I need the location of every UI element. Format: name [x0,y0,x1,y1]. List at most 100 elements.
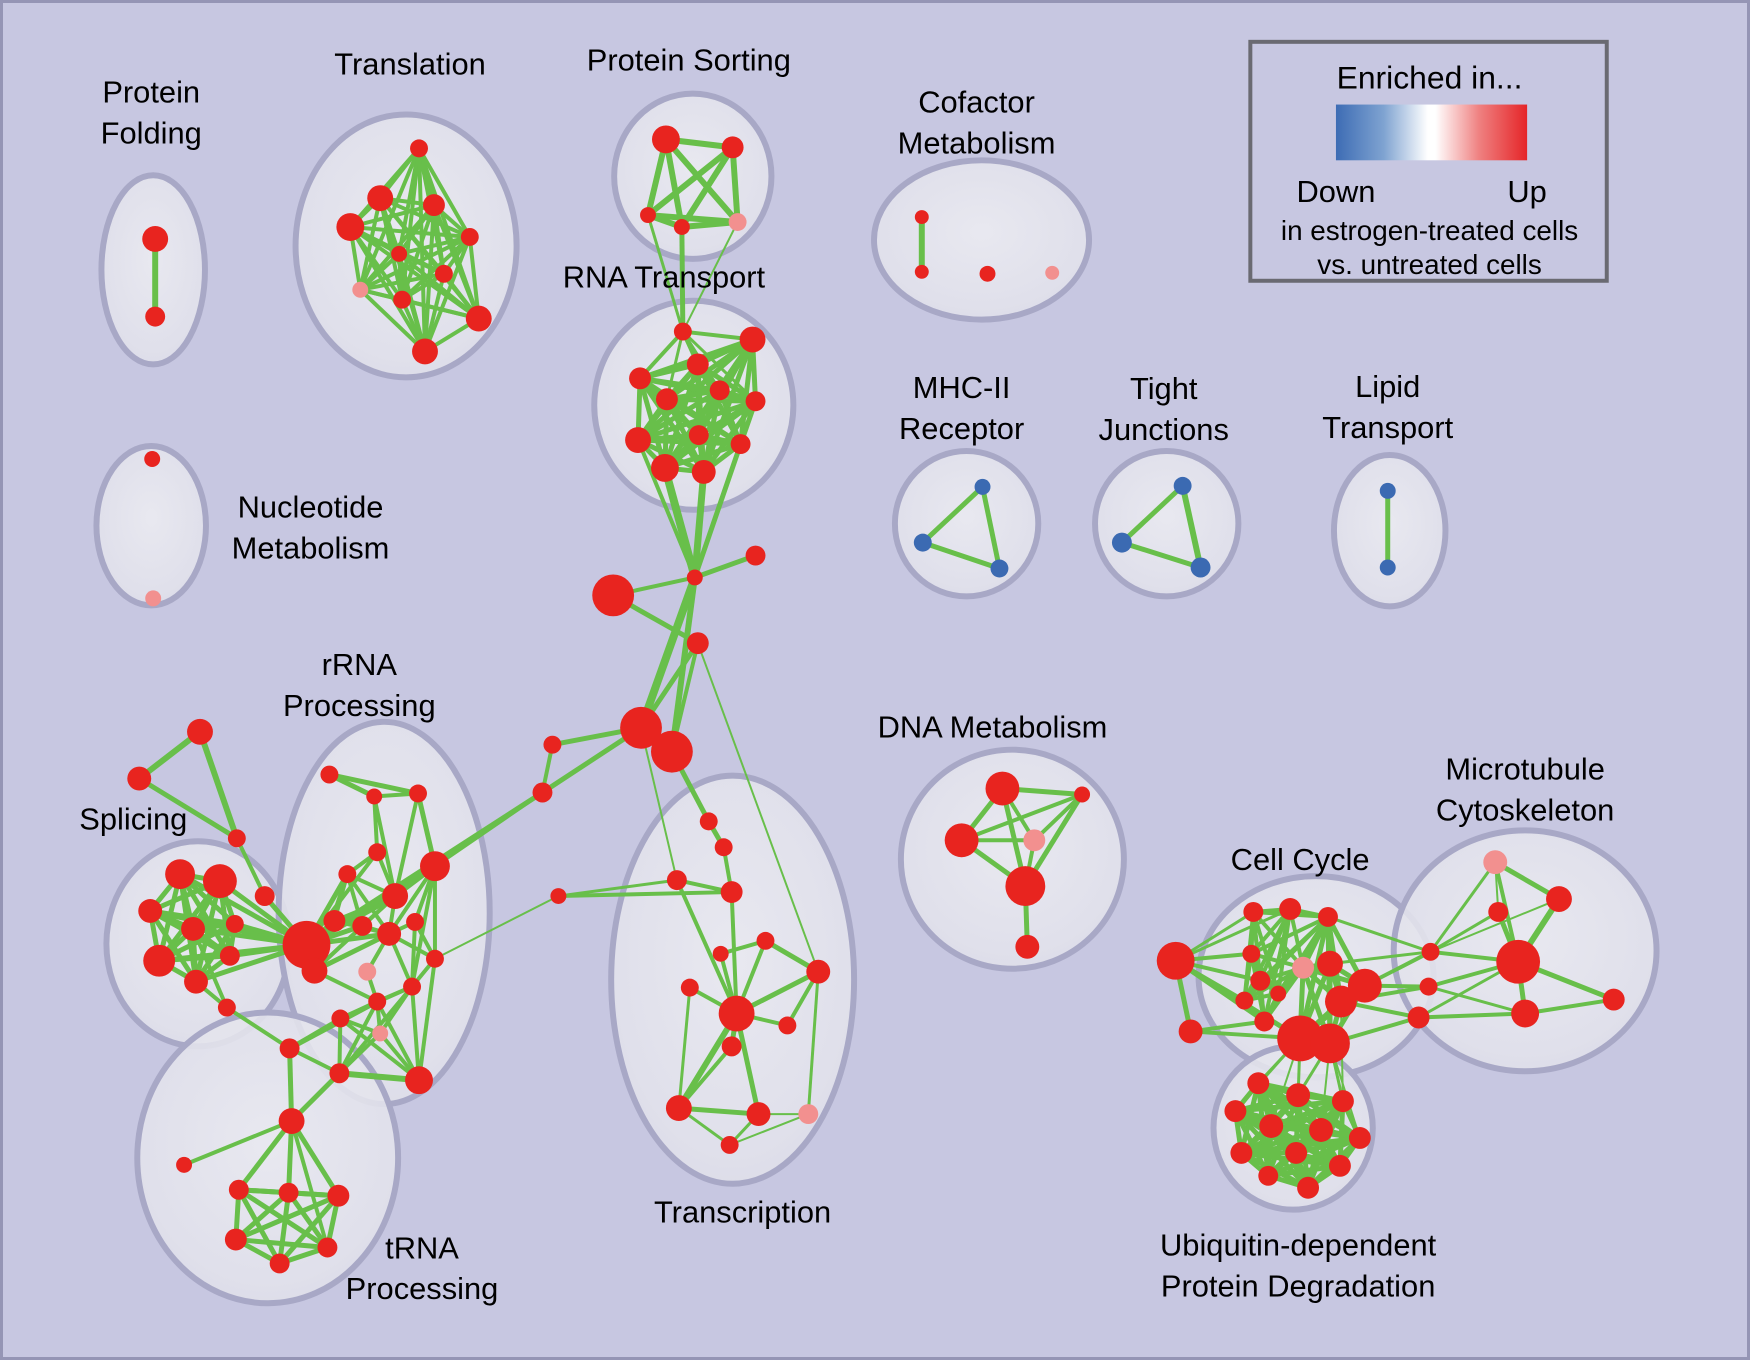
gene-set-node-cc14 [1279,898,1302,920]
legend-caption-line1: in estrogen-treated cells [1281,215,1578,246]
cluster-label-line: Translation [334,47,486,82]
edge [1327,915,1432,954]
edge [663,399,758,470]
edge [676,1011,740,1110]
cluster-label-line: Cell Cycle [1231,842,1370,877]
edge [729,1113,809,1146]
gene-set-node-tn6 [327,1184,350,1207]
cluster-label-line: Protein [102,75,200,110]
edge [235,1237,328,1250]
gene-set-node-ub6 [1348,1127,1371,1149]
edge [1251,911,1267,1022]
edge [289,1119,341,1198]
edge [637,398,757,443]
gene-set-node-ub7 [1230,1141,1253,1164]
edge [358,147,421,291]
gene-set-node-ps2 [640,207,656,224]
legend-up-label: Up [1507,174,1546,209]
gene-set-node-cna [1421,942,1440,961]
edge [636,439,697,579]
edge [1032,793,1084,842]
gene-set-node-lt0 [1379,482,1396,499]
enrichment-map-svg: Protein Folding Translation Protein Sorting… [79,39,1660,1306]
cluster-label-protein-folding: Protein Folding [101,75,202,151]
gene-set-node-tj2 [1190,557,1211,578]
cluster-label-line: DNA Metabolism [878,710,1108,745]
edge [359,235,471,292]
cluster-label-line: Metabolism [232,531,390,566]
gene-set-node-tn3 [176,1156,193,1173]
gene-set-node-ps1 [721,136,744,159]
gene-set-node-tc15 [720,1135,739,1154]
gene-set-node-mh2 [990,559,1009,578]
cluster-label-line: Metabolism [898,125,1056,160]
edge [558,890,732,899]
legend-box [1248,39,1609,283]
gene-set-node-cn0 [686,569,703,586]
edge [679,145,736,229]
gene-set-node-cc0 [1156,941,1195,980]
gene-set-node-rr14 [368,992,387,1011]
gene-set-node-sp3 [181,916,205,941]
gene-set-node-rt10 [650,454,679,482]
gene-set-node-dm5 [1015,934,1040,959]
gene-set-node-sp6 [184,969,208,994]
edge [178,871,308,947]
gene-set-node-lt1 [1379,559,1396,576]
edge [417,958,437,1081]
edge [358,197,383,291]
gene-set-node-cc4 [1235,991,1254,1010]
edge [349,203,435,229]
cluster-label-line: Lipid [1355,369,1420,404]
gene-set-node-t9 [465,305,492,332]
cluster-label-cell-cycle: Cell Cycle [1231,842,1370,877]
edge [679,226,686,332]
cluster-label-line: Transport [1322,410,1453,445]
edge [668,577,698,753]
legend-title: Enriched in... [1337,60,1523,96]
gene-set-node-tn7 [224,1228,247,1251]
cluster-label-line: rRNA [322,647,398,682]
gene-set-node-ml0 [543,735,562,754]
gene-set-node-nm1 [145,590,162,607]
gene-set-node-tn8 [317,1237,338,1258]
gene-set-node-tc5 [712,945,729,962]
gene-set-node-cm2 [979,265,996,282]
gene-set-node-tn5 [278,1182,299,1203]
gene-set-node-dm1 [1074,786,1091,803]
gene-set-node-sp0 [165,859,196,890]
gene-set-node-tc8 [680,978,699,997]
gene-set-node-cc6 [1254,1011,1275,1032]
gene-set-node-cc5 [1270,985,1287,1002]
gene-set-node-cnb [1419,977,1438,996]
gene-set-node-tc14 [798,1104,819,1125]
cluster-label-line: Tight [1130,371,1198,406]
gene-set-node-cc13 [1243,902,1264,922]
cluster-label-line: RNA Transport [563,260,766,295]
edge [681,221,739,332]
gene-set-node-rr16 [372,1025,389,1042]
edge [197,730,240,840]
cluster-label-line: Cytoskeleton [1436,792,1614,827]
gene-set-node-rr7 [323,909,346,932]
edge [375,1000,421,1082]
gene-set-node-sp8 [217,998,236,1017]
gene-set-node-rr5 [338,865,357,884]
gene-set-node-rr2 [409,784,427,803]
cluster-label-lipid-transport: Lipid Transport [1322,369,1453,445]
gene-set-node-rt9 [730,434,751,455]
edge [677,1045,734,1110]
gene-set-node-ub5 [1309,1118,1333,1142]
gene-set-node-dm0 [985,771,1020,806]
edge [677,987,692,1109]
edge [665,331,685,400]
gene-set-node-t7 [352,281,369,298]
gene-set-node-ml1 [532,782,553,803]
gene-set-node-rt1 [739,326,766,353]
edge [1418,1011,1526,1020]
cluster-label-trna-processing: tRNA Processing [346,1230,499,1306]
edge [980,486,1002,569]
edge [806,971,820,1115]
gene-set-node-ub10 [1258,1165,1279,1186]
